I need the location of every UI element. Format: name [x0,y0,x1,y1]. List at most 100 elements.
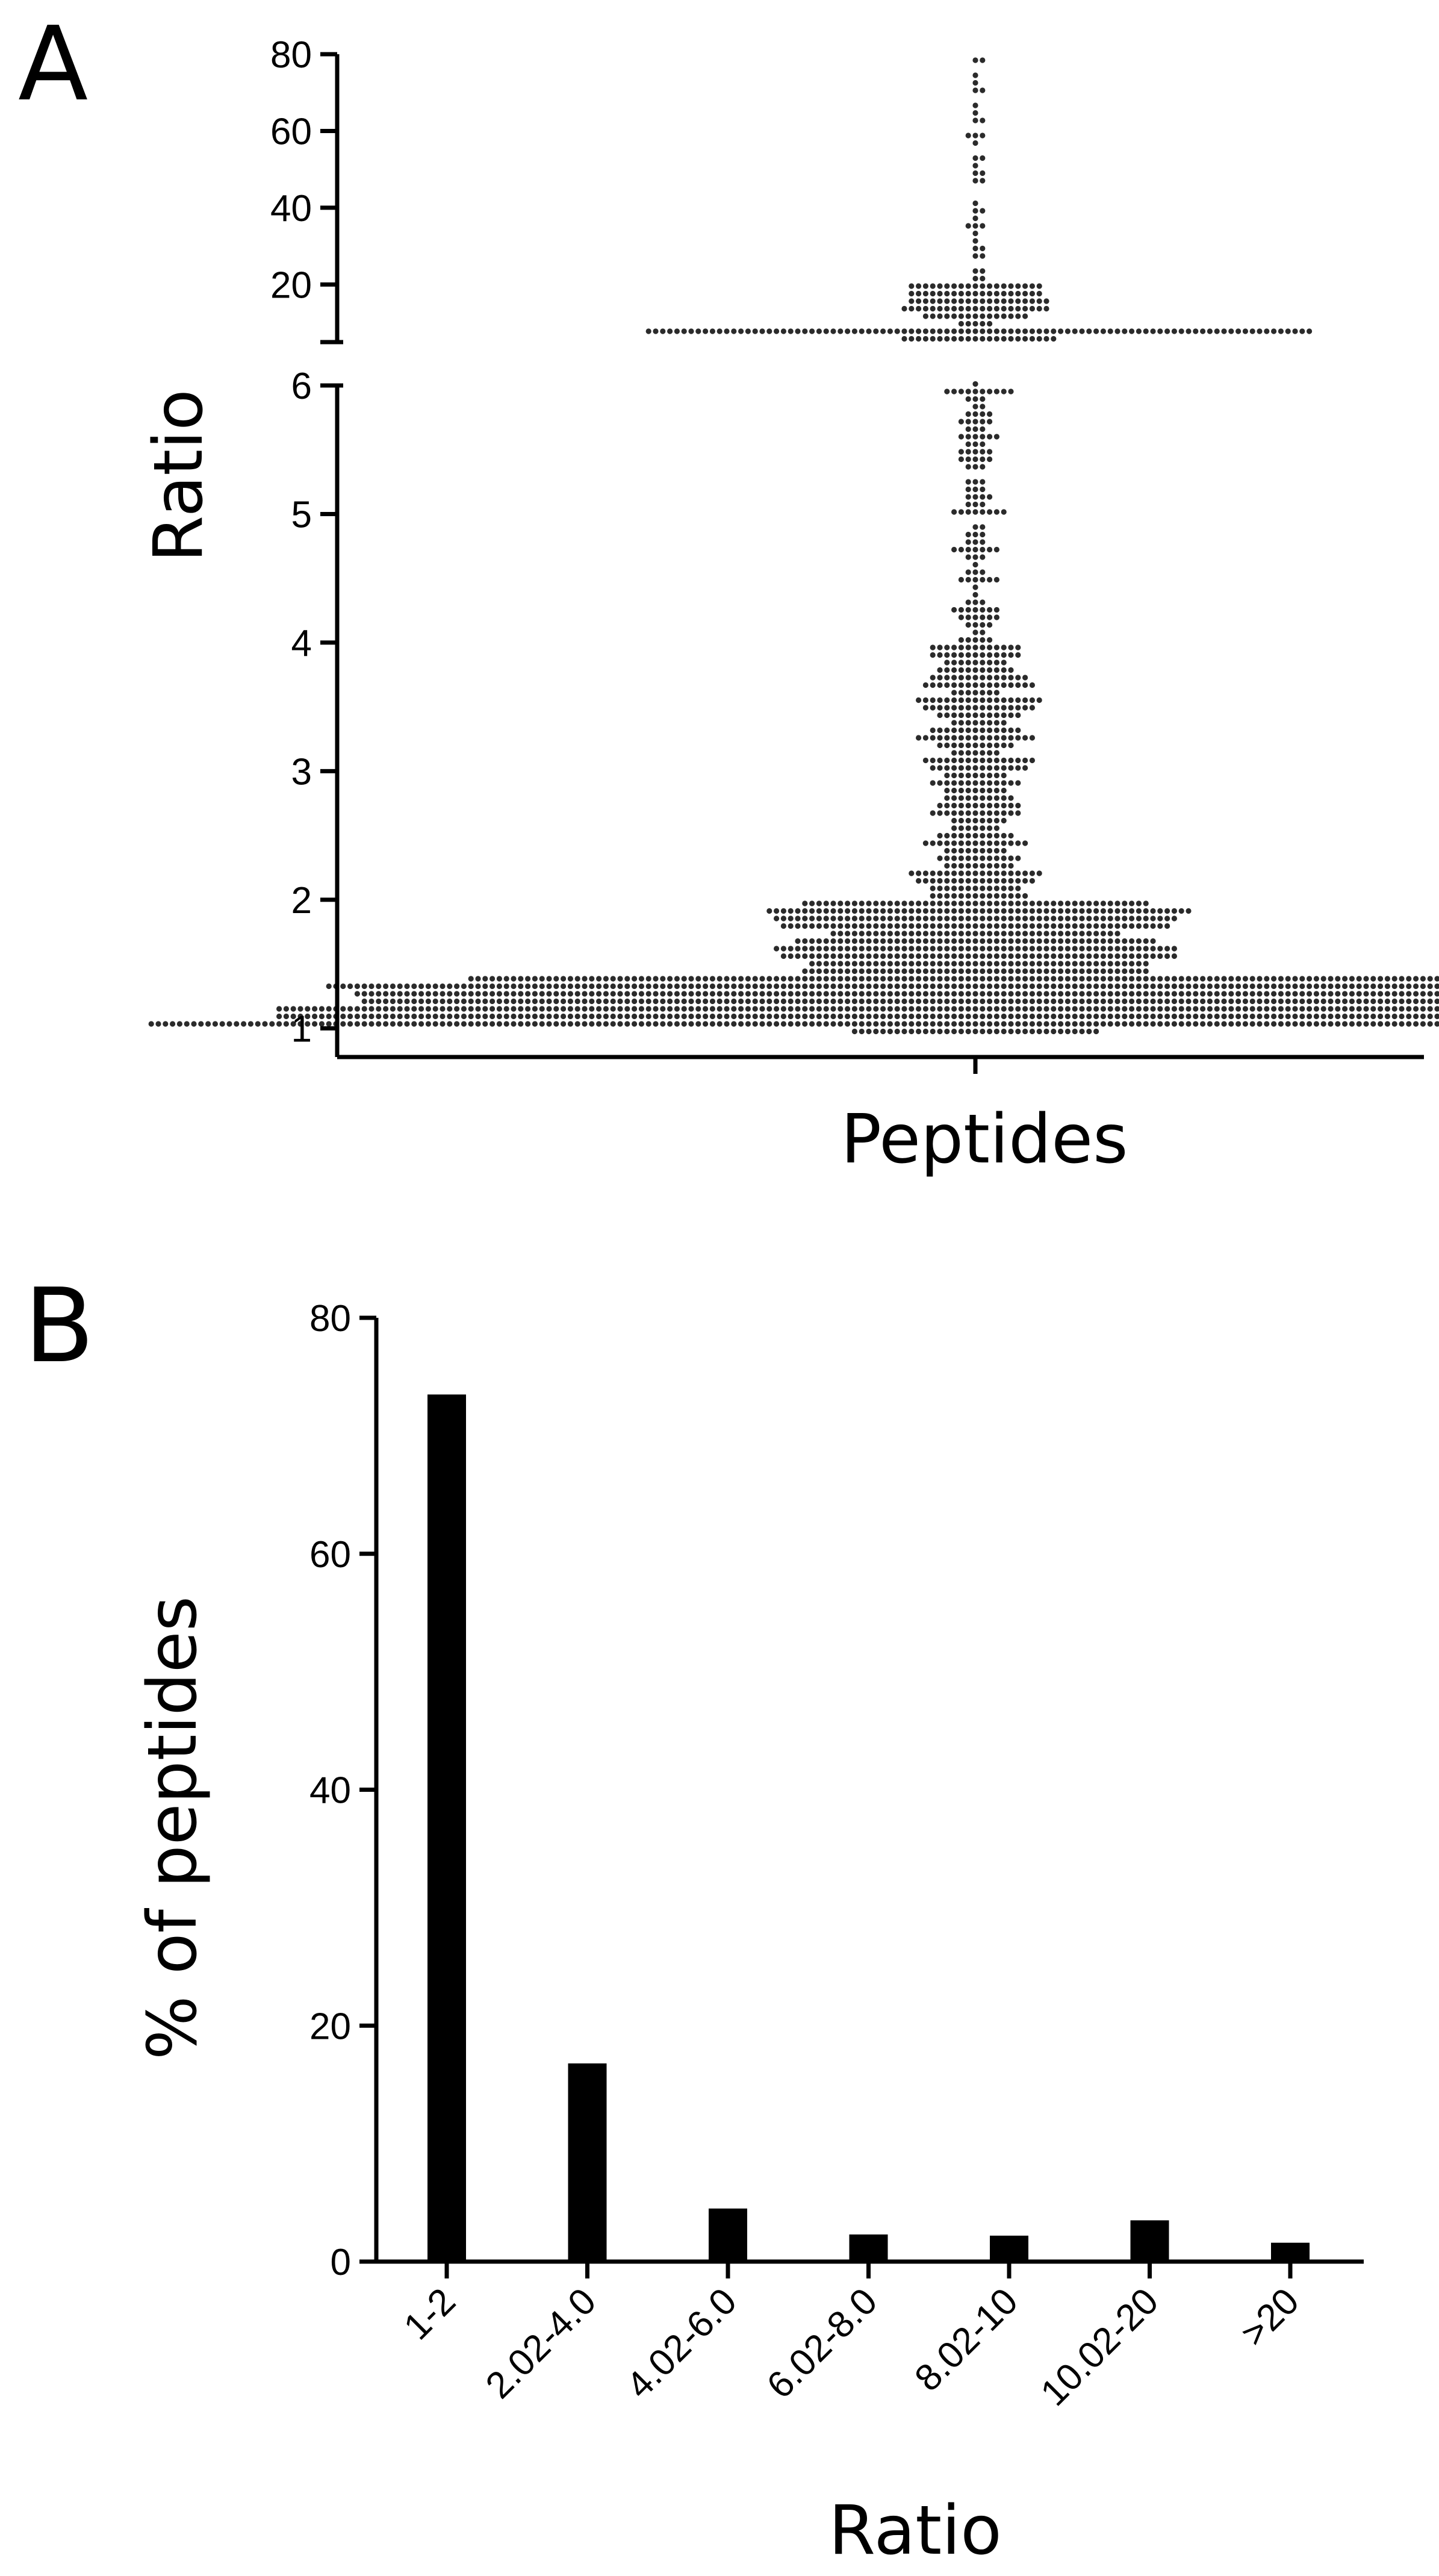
data-point [1001,908,1007,914]
data-point [1427,1021,1433,1027]
data-point [987,411,993,417]
data-point [1129,328,1135,334]
data-point [582,976,588,982]
data-point [418,991,424,997]
data-point [980,426,986,432]
data-point [930,983,936,990]
data-point [972,667,978,673]
data-point [674,1013,680,1020]
data-point [993,660,999,666]
data-point [965,320,971,327]
data-point [1107,1013,1113,1020]
data-point [1001,313,1007,319]
data-point [1064,1006,1071,1012]
data-point [1157,946,1163,952]
data-point [1214,991,1220,997]
data-point [816,1013,822,1020]
data-point [312,1006,318,1012]
data-point [1143,961,1149,967]
data-point [866,1013,872,1020]
data-point [1051,938,1057,944]
data-point [987,772,993,779]
data-point [880,900,886,906]
data-point [447,991,453,997]
data-point [972,780,978,786]
data-point [1221,1006,1227,1012]
data-point [980,599,986,605]
data-point [653,1013,659,1020]
data-point [958,862,964,869]
data-point [703,976,709,982]
data-point [1022,1013,1028,1020]
data-point [496,976,503,982]
data-point [951,305,957,312]
data-point [1434,976,1439,982]
data-point [958,802,964,809]
data-point [916,931,922,937]
data-point [930,675,936,681]
data-point [965,757,971,764]
data-point [774,1013,780,1020]
data-point [909,1028,915,1035]
data-point [1015,283,1021,289]
data-point [958,750,964,756]
data-point [1320,976,1326,982]
data-point [1143,1006,1149,1012]
data-point [1171,1006,1177,1012]
data-point [958,456,964,463]
data-point [838,908,844,914]
data-point [1079,1013,1085,1020]
data-point [1022,946,1028,952]
panel-a-y-lower-tick-label: 3 [291,751,312,793]
data-point [553,1021,559,1027]
data-point [866,983,872,990]
data-point [987,862,993,869]
data-point [972,501,978,508]
data-point [1022,931,1028,937]
data-point [638,983,644,990]
data-point [980,155,986,161]
data-point [851,1028,857,1035]
data-point [987,893,993,899]
panel-b-x-tick-label: 1-2 [396,2280,464,2348]
data-point [418,1021,424,1027]
data-point [574,1006,580,1012]
data-point [511,976,517,982]
data-point [1278,1021,1284,1027]
data-point [823,983,829,990]
data-point [461,1013,467,1020]
data-point [987,915,993,922]
data-point [958,1013,964,1020]
data-point [283,1006,289,1012]
data-point [965,223,971,229]
data-point [1008,290,1014,297]
data-point [312,1013,318,1020]
data-point [894,931,900,937]
data-point [1271,328,1277,334]
data-point [987,1028,993,1035]
data-point [1086,908,1092,914]
data-point [972,878,978,884]
data-point [965,825,971,831]
data-point [184,1021,190,1027]
data-point [987,938,993,944]
data-point [1051,1013,1057,1020]
data-point [859,938,865,944]
data-point [993,328,999,334]
data-point [909,1021,915,1027]
data-point [1399,1021,1405,1027]
data-point [951,953,957,959]
data-point [980,456,986,463]
data-point [610,1006,616,1012]
data-point [1001,855,1007,861]
data-point [624,983,630,990]
data-point [503,976,509,982]
data-point [795,908,801,914]
data-point [993,998,999,1005]
data-point [951,915,957,922]
data-point [795,923,801,929]
data-point [951,998,957,1005]
data-point [1221,976,1227,982]
data-point [866,915,872,922]
data-point [965,328,971,334]
